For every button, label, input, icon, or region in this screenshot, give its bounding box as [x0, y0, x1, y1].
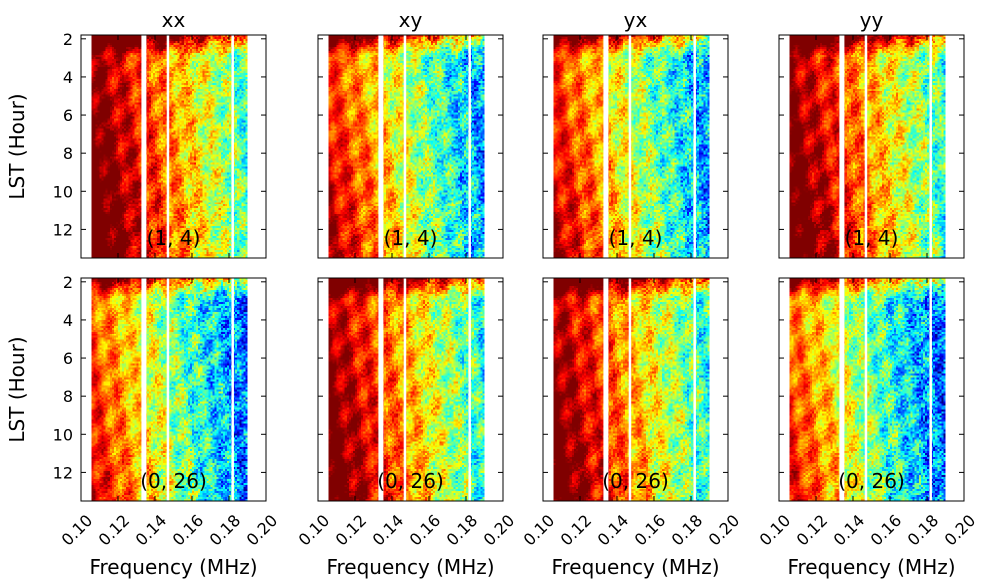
baseline-label: (1, 4)	[845, 226, 899, 250]
x-tick-label: 0.12	[793, 511, 832, 550]
x-tick-label: 0.10	[756, 511, 795, 550]
x-tick-label: 0.16	[169, 511, 208, 550]
flagged-channel	[693, 278, 696, 501]
heatmap-image	[779, 35, 964, 258]
x-tick-label: 0.20	[705, 511, 744, 550]
x-tick-label: 0.10	[295, 511, 334, 550]
flagged-channel	[603, 35, 608, 258]
flagged-channel	[167, 35, 170, 258]
y-tick-label: 8	[63, 144, 73, 163]
heatmap-image	[543, 35, 728, 258]
panel-title: yx	[624, 8, 648, 32]
x-tick-label: 0.14	[830, 511, 869, 550]
baseline-label: (0, 26)	[377, 469, 444, 493]
flagged-channel	[839, 278, 844, 501]
heatmap-image	[318, 35, 503, 258]
flagged-channel	[141, 35, 146, 258]
heatmap-image	[81, 35, 266, 258]
x-axis-label: Frequency (MHz)	[89, 555, 257, 579]
baseline-label: (1, 4)	[384, 226, 438, 250]
x-tick-label: 0.12	[332, 511, 371, 550]
panel-yx-top: yx (1, 4)	[543, 8, 728, 258]
flagged-channel	[929, 35, 932, 258]
x-tick-label: 0.18	[668, 511, 707, 550]
panel-title: xy	[399, 8, 423, 32]
flagged-channel	[141, 278, 146, 501]
x-tick-label: 0.20	[480, 511, 519, 550]
panel-yy-bottom: 0.100.120.140.160.180.20 Frequency (MHz) (…	[756, 278, 980, 579]
x-tick-label: 0.18	[206, 511, 245, 550]
x-tick-label: 0.14	[594, 511, 633, 550]
panel-xx-top: 2 4 6 8 10 12 LST (Hour) xx (1, 4)	[5, 8, 266, 258]
y-tick-label: 12	[53, 463, 73, 482]
y-tick-label: 8	[63, 387, 73, 406]
x-tick-label: 0.20	[243, 511, 282, 550]
flagged-channel	[603, 278, 608, 501]
baseline-label: (1, 4)	[147, 226, 201, 250]
x-tick-label: 0.16	[867, 511, 906, 550]
x-axis-label: Frequency (MHz)	[326, 555, 494, 579]
panel-xy-top: xy (1, 4)	[318, 8, 503, 258]
panel-title: yy	[860, 8, 884, 32]
flagged-channel	[629, 278, 632, 501]
flagged-channel	[378, 278, 383, 501]
heatmap-image	[81, 278, 266, 501]
baseline-label: (1, 4)	[609, 226, 663, 250]
flagged-channel	[468, 278, 471, 501]
y-axis-label: LST (Hour)	[5, 336, 29, 442]
flagged-channel	[404, 35, 407, 258]
flagged-channel	[404, 278, 407, 501]
baseline-label: (0, 26)	[140, 469, 207, 493]
panel-title: xx	[162, 8, 186, 32]
flagged-channel	[231, 278, 234, 501]
y-tick-label: 4	[63, 68, 73, 87]
x-tick-label: 0.18	[443, 511, 482, 550]
heatmap-image	[779, 278, 964, 501]
flagged-channel	[167, 278, 170, 501]
flagged-channel	[693, 35, 696, 258]
baseline-label: (0, 26)	[602, 469, 669, 493]
flagged-channel	[468, 35, 471, 258]
flagged-channel	[231, 35, 234, 258]
flagged-channel	[865, 35, 868, 258]
x-axis-label: Frequency (MHz)	[551, 555, 719, 579]
y-tick-label: 10	[53, 425, 73, 444]
y-tick-label: 6	[63, 349, 73, 368]
panel-xx-bottom: 2 4 6 8 10 12 LST (Hour) 0.100.120.140.160.180.…	[5, 273, 281, 579]
x-tick-label: 0.16	[406, 511, 445, 550]
x-tick-label: 0.18	[904, 511, 943, 550]
x-tick-label: 0.20	[941, 511, 980, 550]
x-tick-label: 0.10	[58, 511, 97, 550]
x-axis-label: Frequency (MHz)	[787, 555, 955, 579]
baseline-label: (0, 26)	[838, 469, 905, 493]
x-tick-label: 0.12	[95, 511, 134, 550]
heatmap-image	[543, 278, 728, 501]
x-tick-label: 0.12	[557, 511, 596, 550]
y-tick-label: 2	[63, 273, 73, 292]
y-tick-label: 10	[53, 182, 73, 201]
x-tick-label: 0.14	[132, 511, 171, 550]
panel-xy-bottom: 0.100.120.140.160.180.20 Frequency (MHz) (…	[295, 278, 519, 579]
flagged-channel	[839, 35, 844, 258]
flagged-channel	[629, 35, 632, 258]
y-tick-label: 6	[63, 106, 73, 125]
flagged-channel	[865, 278, 868, 501]
x-tick-label: 0.16	[631, 511, 670, 550]
panel-yy-top: yy (1, 4)	[779, 8, 964, 258]
panel-yx-bottom: 0.100.120.140.160.180.20 Frequency (MHz) (…	[520, 278, 744, 579]
x-tick-label: 0.10	[520, 511, 559, 550]
y-tick-label: 2	[63, 30, 73, 49]
heatmap-image	[318, 278, 503, 501]
y-axis-label: LST (Hour)	[5, 93, 29, 199]
x-tick-label: 0.14	[369, 511, 408, 550]
flagged-channel	[929, 278, 932, 501]
y-tick-label: 4	[63, 311, 73, 330]
y-tick-label: 12	[53, 220, 73, 239]
flagged-channel	[378, 35, 383, 258]
